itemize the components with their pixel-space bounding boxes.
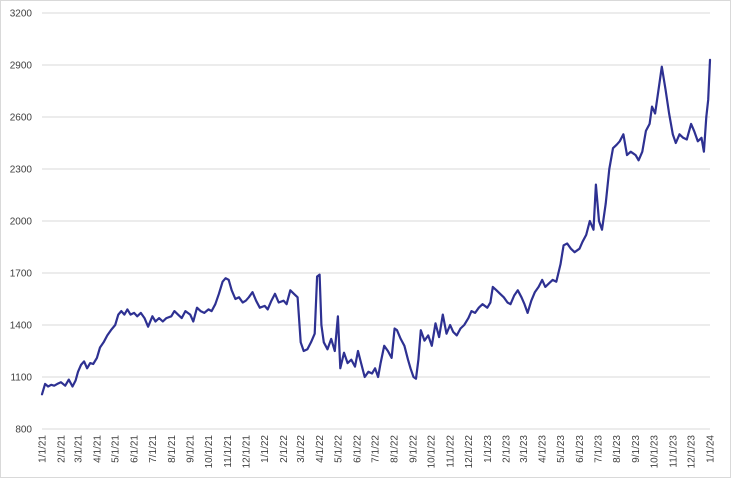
y-tick-label: 2300 — [10, 165, 33, 176]
x-tick-label: 1/1/22 — [260, 435, 271, 463]
x-tick-label: 6/1/21 — [130, 435, 141, 463]
x-tick-label: 9/1/21 — [186, 435, 197, 463]
x-tick-label: 1/1/23 — [483, 435, 494, 463]
y-tick-label: 2000 — [10, 217, 33, 228]
x-tick-label: 10/1/23 — [649, 435, 660, 469]
x-tick-label: 9/1/23 — [631, 435, 642, 463]
y-tick-label: 800 — [15, 425, 32, 436]
y-tick-label: 3200 — [10, 9, 33, 20]
x-tick-label: 8/1/21 — [167, 435, 178, 463]
x-tick-label: 2/1/23 — [502, 435, 513, 463]
x-tick-label: 2/1/21 — [56, 435, 67, 463]
x-tick-label: 11/1/22 — [446, 435, 457, 468]
y-tick-label: 1100 — [10, 373, 32, 384]
x-tick-label: 7/1/22 — [371, 435, 382, 463]
x-tick-label: 7/1/21 — [148, 435, 159, 463]
x-tick-label: 3/1/23 — [519, 435, 530, 463]
gridlines — [42, 12, 710, 430]
y-tick-label: 1400 — [10, 321, 33, 332]
x-tick-label: 8/1/23 — [612, 435, 623, 463]
series-lines — [40, 58, 712, 396]
x-tick-label: 12/1/21 — [241, 435, 252, 469]
series-line — [40, 58, 712, 396]
x-tick-label: 10/1/22 — [427, 435, 438, 469]
y-tick-label: 1700 — [10, 269, 33, 280]
x-tick-label: 6/1/23 — [575, 435, 586, 463]
x-tick-label: 4/1/22 — [315, 435, 326, 463]
x-tick-label: 3/1/21 — [73, 435, 84, 463]
x-tick-label: 4/1/23 — [538, 435, 549, 463]
x-tick-label: 12/1/22 — [464, 435, 475, 469]
x-tick-label: 11/1/21 — [223, 435, 234, 468]
x-tick-label: 10/1/21 — [204, 435, 215, 469]
x-tick-label: 1/1/21 — [38, 435, 49, 463]
x-axis-tick-labels: 1/1/21 2/1/21 3/1/21 4/1/21 5/1/21 6/1/21 7/1/… — [38, 435, 717, 469]
x-tick-label: 7/1/23 — [593, 435, 604, 463]
x-tick-label: 12/1/23 — [687, 435, 698, 469]
x-tick-label: 4/1/21 — [92, 435, 103, 463]
x-tick-label: 2/1/22 — [279, 435, 290, 463]
x-tick-label: 1/1/24 — [706, 435, 717, 463]
x-tick-label: 8/1/22 — [389, 435, 400, 463]
y-axis-tick-labels: 800 1100 1400 1700 2000 2300 2600 2900 3200 — [10, 9, 33, 436]
x-tick-label: 11/1/23 — [668, 435, 679, 468]
x-tick-label: 5/1/23 — [556, 435, 567, 463]
x-tick-label: 5/1/22 — [333, 435, 344, 463]
y-tick-label: 2900 — [10, 61, 33, 72]
y-tick-label: 2600 — [10, 113, 33, 124]
x-tick-label: 5/1/21 — [111, 435, 122, 463]
x-tick-label: 6/1/22 — [352, 435, 363, 463]
x-tick-label: 3/1/22 — [296, 435, 307, 463]
x-tick-label: 9/1/22 — [408, 435, 419, 463]
